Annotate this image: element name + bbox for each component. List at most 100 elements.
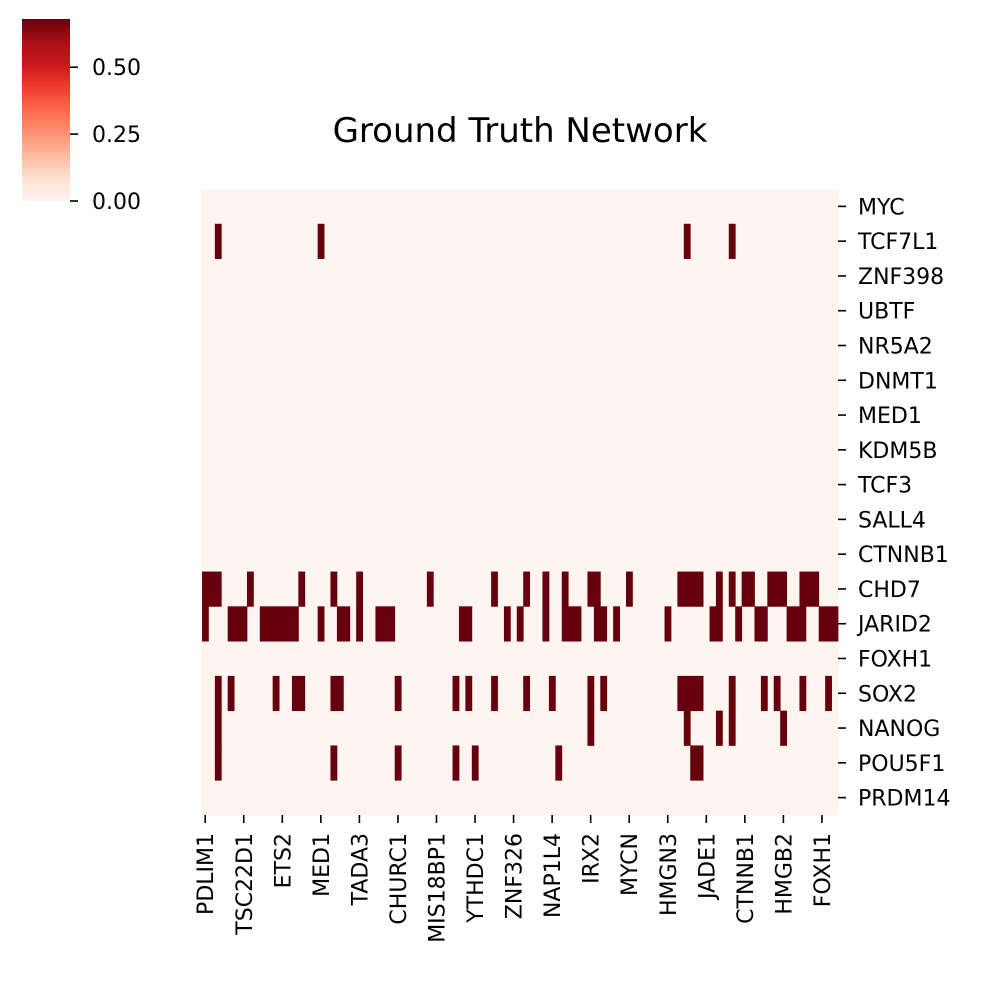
heatmap-cell <box>343 606 351 642</box>
heatmap-cell <box>593 606 601 642</box>
y-tick-label: MED1 <box>858 404 922 429</box>
x-tick-label: IRX2 <box>580 833 605 884</box>
colorbar: 0.00 0.25 0.50 <box>22 19 141 215</box>
heatmap-cell <box>825 606 832 642</box>
heatmap-cell <box>381 606 389 642</box>
heatmap-cell <box>767 571 775 607</box>
heatmap-cell <box>690 745 698 781</box>
heatmap-cell <box>542 606 550 642</box>
heatmap-cell <box>793 606 800 642</box>
heatmap-cell <box>812 571 820 607</box>
heatmap-cell <box>394 745 402 781</box>
heatmap-cell <box>831 606 839 642</box>
heatmap-cell <box>805 571 813 607</box>
y-tick-label: CHD7 <box>858 578 921 603</box>
heatmap-cell <box>760 675 768 712</box>
x-tick-label: MIS18BP1 <box>425 833 450 943</box>
x-tick-label: TSC22D1 <box>233 833 258 936</box>
heatmap-cell <box>683 223 691 259</box>
heatmap-cell <box>202 606 209 642</box>
heatmap-cell <box>587 675 595 712</box>
heatmap-cell <box>208 571 216 607</box>
heatmap-cell <box>754 606 762 642</box>
heatmap-cell <box>600 675 608 712</box>
heatmap-cell <box>336 675 344 712</box>
heatmap-cell <box>664 606 672 642</box>
heatmap-cell <box>677 675 685 712</box>
heatmap-cell <box>491 675 498 712</box>
heatmap-cell <box>587 710 595 746</box>
y-tick-label: MYC <box>858 195 905 220</box>
heatmap-cell <box>291 606 299 642</box>
heatmap-cell <box>568 606 576 642</box>
heatmap-cell <box>356 571 364 607</box>
x-tick-label: HMGB2 <box>772 833 797 915</box>
heatmap-cell <box>452 675 460 712</box>
y-tick-label: NR5A2 <box>858 335 933 360</box>
x-tick-label: NAP1L4 <box>541 833 566 918</box>
heatmap-cell <box>825 675 832 712</box>
heatmap-cell <box>587 571 595 607</box>
heatmap-cell <box>542 571 550 607</box>
y-tick-label: DNMT1 <box>858 369 938 394</box>
heatmap-cell <box>561 571 569 607</box>
heatmap-cell <box>748 571 755 607</box>
heatmap-cell <box>728 675 736 712</box>
heatmap-cell <box>356 606 364 642</box>
y-tick-label: ZNF398 <box>858 265 944 290</box>
heatmap-cell <box>330 745 338 781</box>
heatmap-cell <box>683 675 691 712</box>
heatmap-cell <box>786 606 794 642</box>
heatmap-cell <box>317 606 325 642</box>
heatmap-cell <box>799 675 807 712</box>
heatmap-cell <box>728 710 736 746</box>
heatmap-cell <box>709 606 717 642</box>
heatmap-cell <box>214 223 222 259</box>
x-tick-label: PDLIM1 <box>194 833 219 915</box>
heatmap-cell <box>735 606 743 642</box>
heatmap-cell <box>330 675 338 712</box>
colorbar-tick-label: 0.25 <box>92 123 141 148</box>
heatmap-cell <box>503 606 511 642</box>
heatmap-cell <box>227 675 235 712</box>
x-axis: PDLIM1 TSC22D1 ETS2 MED1 TADA3 CHURC1 MIS18BP1… <box>194 815 836 943</box>
colorbar-ticks: 0.00 0.25 0.50 <box>70 56 141 215</box>
heatmap-cell <box>272 675 280 712</box>
y-tick-label: UBTF <box>858 300 915 325</box>
heatmap-cell <box>690 675 698 712</box>
heatmap-cell <box>690 571 698 607</box>
heatmap-cell <box>780 710 788 746</box>
colorbar-tick-label: 0.50 <box>92 56 141 81</box>
heatmap-cell <box>523 675 531 712</box>
colorbar-gradient <box>22 19 70 201</box>
x-tick-label: JADE1 <box>695 833 720 901</box>
heatmap-cell <box>317 223 325 259</box>
y-axis: MYC TCF7L1 ZNF398 UBTF NR5A2 DNMT1 MED1 KDM5B TC… <box>838 195 950 812</box>
heatmap-cell <box>574 606 582 642</box>
heatmap-cell <box>285 606 293 642</box>
x-tick-label: TADA3 <box>348 833 373 906</box>
heatmap-cell <box>291 675 299 712</box>
y-tick-label: FOXH1 <box>858 648 932 673</box>
heatmap-cell <box>336 606 344 642</box>
x-tick-label: YTHDC1 <box>464 833 489 924</box>
heatmap-cell <box>214 571 222 607</box>
heatmap-cell <box>799 606 807 642</box>
heatmap-cell <box>523 571 531 607</box>
heatmap-cell <box>593 571 601 607</box>
heatmap-cell <box>234 606 241 642</box>
heatmap-cell <box>561 606 569 642</box>
y-tick-label: JARID2 <box>856 613 932 638</box>
heatmap-cell <box>214 710 222 746</box>
heatmap-cell <box>471 745 479 781</box>
heatmap-cell <box>696 745 704 781</box>
y-tick-label: TCF3 <box>857 474 912 499</box>
colorbar-tick-label: 0.00 <box>92 190 141 215</box>
heatmap-cell <box>677 571 685 607</box>
heatmap-cell <box>246 571 254 607</box>
chart-title: Ground Truth Network <box>333 111 708 151</box>
heatmap-cell <box>683 571 691 607</box>
heatmap-cell <box>715 606 723 642</box>
heatmap-cell <box>715 710 723 746</box>
